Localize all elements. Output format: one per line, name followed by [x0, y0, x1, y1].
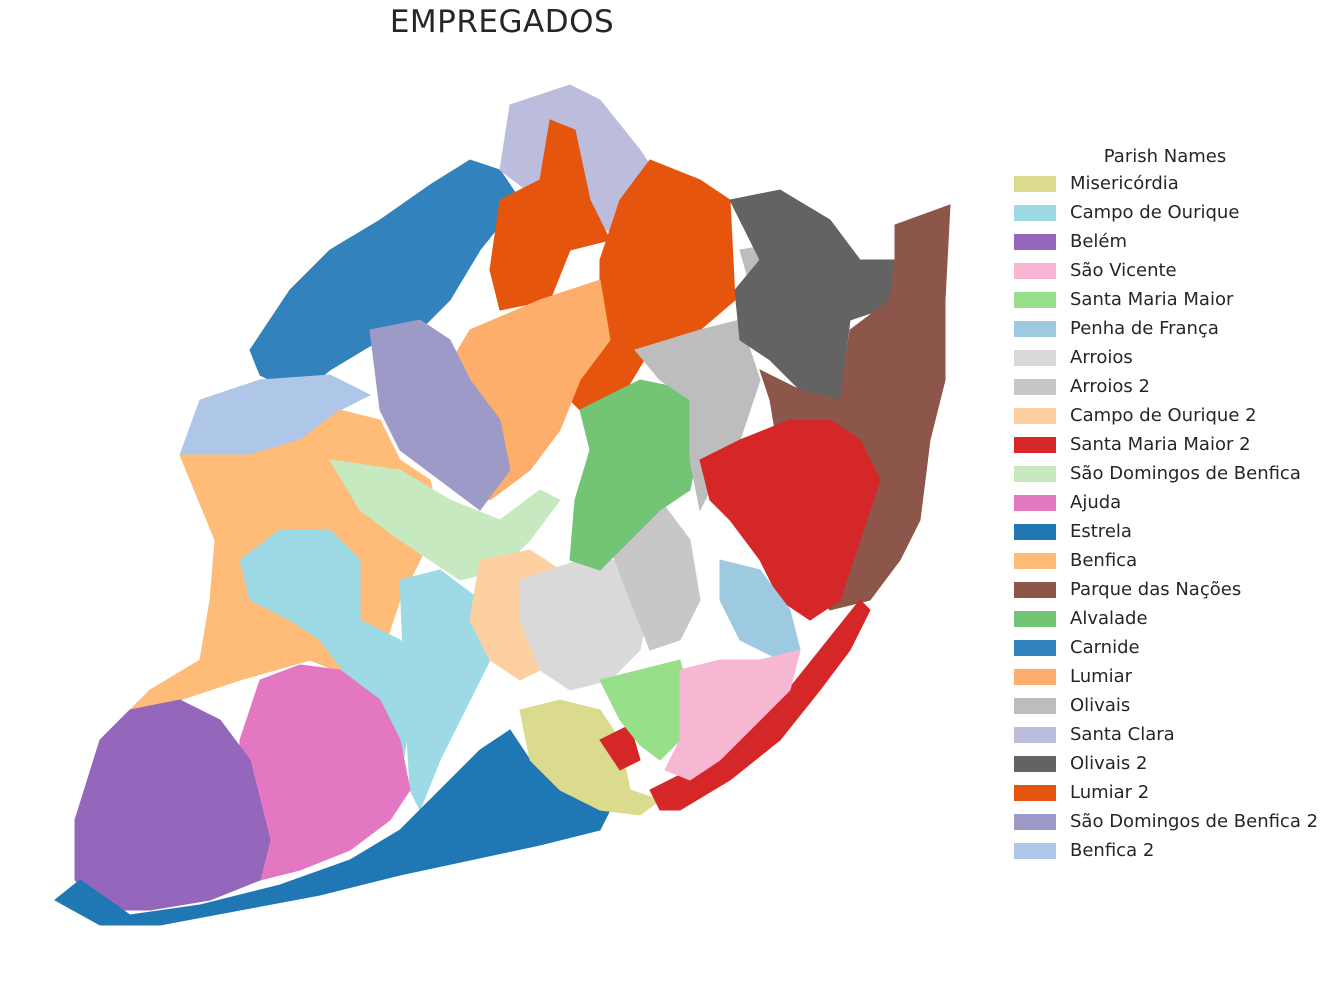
legend-swatch: [1014, 349, 1056, 366]
legend-label: Campo de Ourique: [1070, 202, 1240, 223]
legend-swatch: [1014, 378, 1056, 395]
legend-swatch: [1014, 233, 1056, 250]
legend-item: Benfica 2: [1008, 836, 1334, 865]
legend-label: Ajuda: [1070, 492, 1122, 513]
legend-label: Lumiar: [1070, 666, 1133, 687]
legend-swatch: [1014, 465, 1056, 482]
legend-item: Alvalade: [1008, 604, 1334, 633]
legend-item: Santa Maria Maior 2: [1008, 430, 1334, 459]
legend-item: Santa Clara: [1008, 720, 1334, 749]
legend-swatch: [1014, 552, 1056, 569]
legend-item: São Vicente: [1008, 256, 1334, 285]
legend-item: São Domingos de Benfica: [1008, 459, 1334, 488]
legend-swatch: [1014, 784, 1056, 801]
legend-swatch: [1014, 581, 1056, 598]
legend-item: Belém: [1008, 227, 1334, 256]
legend-label: Carnide: [1070, 637, 1140, 658]
legend-label: Benfica 2: [1070, 840, 1155, 861]
legend-swatch: [1014, 262, 1056, 279]
legend-item: Lumiar 2: [1008, 778, 1334, 807]
legend-label: Benfica: [1070, 550, 1138, 571]
legend-item: Ajuda: [1008, 488, 1334, 517]
legend-swatch: [1014, 407, 1056, 424]
legend-title: Parish Names: [1103, 146, 1227, 167]
legend-label: Olivais: [1070, 695, 1131, 716]
legend-label: Parque das Nações: [1070, 579, 1242, 600]
parish-santa-maria-maior-2: [699, 419, 881, 621]
legend-swatch: [1014, 755, 1056, 772]
legend-label: São Vicente: [1070, 260, 1177, 281]
legend-label: Belém: [1070, 231, 1128, 252]
legend-label: Estrela: [1070, 521, 1132, 542]
parish-sao-domingos-de-benfica-2: [369, 319, 511, 511]
legend-label: São Domingos de Benfica: [1070, 463, 1301, 484]
legend-label: Lumiar 2: [1070, 782, 1150, 803]
legend-item: Olivais: [1008, 691, 1334, 720]
legend-item: Campo de Ourique: [1008, 198, 1334, 227]
legend-label: Arroios: [1070, 347, 1133, 368]
parish-sao-domingos-de-benfica: [329, 459, 561, 581]
legend: Parish Names Misericórdia Campo de Ouriqu…: [1008, 146, 1334, 865]
map-title: EMPREGADOS: [389, 4, 615, 40]
legend-swatch: [1014, 610, 1056, 627]
legend-item: Olivais 2: [1008, 749, 1334, 778]
legend-item: Arroios 2: [1008, 372, 1334, 401]
legend-swatch: [1014, 291, 1056, 308]
legend-label: Alvalade: [1070, 608, 1148, 629]
legend-swatch: [1014, 842, 1056, 859]
legend-label: Olivais 2: [1070, 753, 1148, 774]
legend-swatch: [1014, 668, 1056, 685]
legend-item: Estrela: [1008, 517, 1334, 546]
legend-item: Carnide: [1008, 633, 1334, 662]
lisbon-parish-map: [54, 84, 951, 926]
legend-item: São Domingos de Benfica 2: [1008, 807, 1334, 836]
legend-label: Arroios 2: [1070, 376, 1150, 397]
legend-item: Benfica: [1008, 546, 1334, 575]
legend-label: Santa Clara: [1070, 724, 1175, 745]
legend-swatch: [1014, 813, 1056, 830]
legend-label: Misericórdia: [1070, 173, 1179, 194]
legend-swatch: [1014, 523, 1056, 540]
legend-list: Misericórdia Campo de Ourique Belém São Vic…: [1008, 169, 1334, 865]
legend-item: Penha de França: [1008, 314, 1334, 343]
legend-item: Misericórdia: [1008, 169, 1334, 198]
legend-item: Lumiar: [1008, 662, 1334, 691]
parish-sao-vicente: [664, 649, 801, 781]
legend-item: Arroios: [1008, 343, 1334, 372]
parish-santa-maria-maior-2-west: [599, 724, 641, 771]
legend-item: Campo de Ourique 2: [1008, 401, 1334, 430]
legend-item: Santa Maria Maior: [1008, 285, 1334, 314]
legend-swatch: [1014, 320, 1056, 337]
legend-label: Penha de França: [1070, 318, 1219, 339]
legend-swatch: [1014, 726, 1056, 743]
legend-item: Parque das Nações: [1008, 575, 1334, 604]
legend-label: Santa Maria Maior: [1070, 289, 1234, 310]
legend-swatch: [1014, 639, 1056, 656]
legend-label: Santa Maria Maior 2: [1070, 434, 1251, 455]
parish-belem: [74, 699, 271, 911]
legend-swatch: [1014, 175, 1056, 192]
parish-olivais-2: [729, 189, 911, 401]
legend-swatch: [1014, 697, 1056, 714]
legend-swatch: [1014, 436, 1056, 453]
legend-swatch: [1014, 204, 1056, 221]
legend-swatch: [1014, 494, 1056, 511]
legend-label: São Domingos de Benfica 2: [1070, 811, 1319, 832]
legend-label: Campo de Ourique 2: [1070, 405, 1257, 426]
